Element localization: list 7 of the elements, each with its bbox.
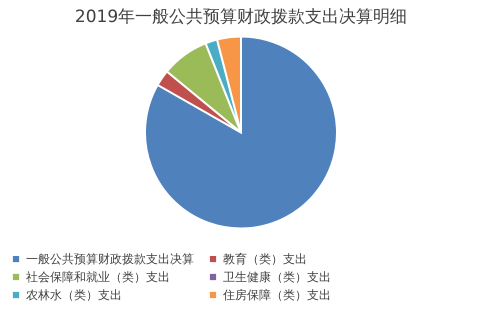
- legend-label: 社会保障和就业（类）支出: [26, 270, 170, 284]
- legend-label: 卫生健康（类）支出: [223, 270, 331, 284]
- legend-label: 农林水（类）支出: [26, 288, 122, 302]
- legend-label: 住房保障（类）支出: [222, 288, 331, 302]
- legend-label: 教育（类）支出: [223, 252, 307, 266]
- chart-title: 2019年一般公共预算财政拨款支出决算明细: [74, 7, 408, 27]
- legend-label: 一般公共预算财政拨款支出决算: [26, 252, 194, 266]
